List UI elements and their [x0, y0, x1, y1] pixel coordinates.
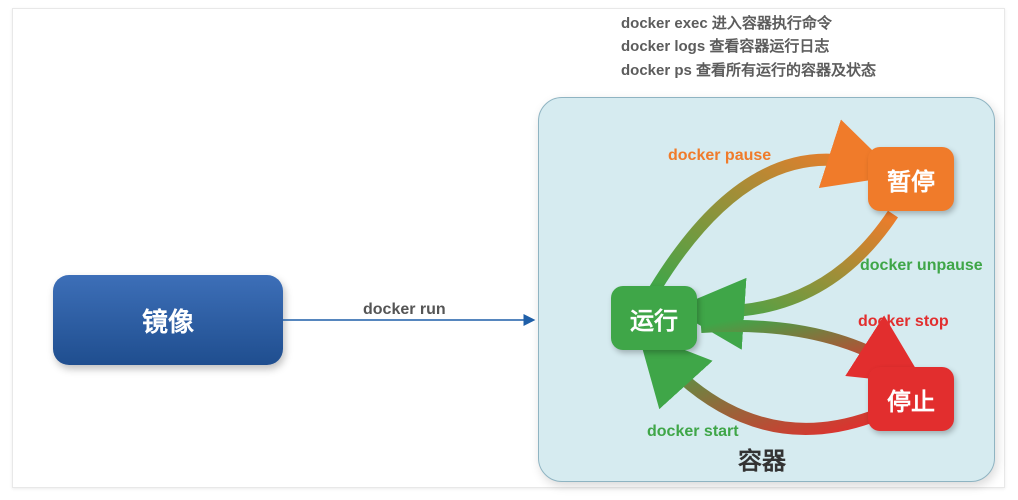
- command-list: docker exec 进入容器执行命令 docker logs 查看容器运行日…: [621, 12, 876, 82]
- stopped-node: 停止: [868, 367, 954, 431]
- running-node: 运行: [611, 286, 697, 350]
- container-label: 容器: [738, 441, 786, 476]
- image-node: 镜像: [53, 275, 283, 365]
- unpause-edge-label: docker unpause: [860, 257, 983, 275]
- cmd-ps: docker ps 查看所有运行的容器及状态: [621, 59, 876, 82]
- running-node-label: 运行: [630, 301, 678, 336]
- paused-node-label: 暂停: [887, 162, 935, 197]
- stop-edge-label: docker stop: [858, 313, 949, 331]
- paused-node: 暂停: [868, 147, 954, 211]
- diagram-canvas: docker exec 进入容器执行命令 docker logs 查看容器运行日…: [12, 8, 1005, 488]
- stopped-node-label: 停止: [887, 382, 935, 417]
- run-arrow-label: docker run: [363, 301, 446, 319]
- pause-edge-label: docker pause: [668, 147, 771, 165]
- cmd-logs: docker logs 查看容器运行日志: [621, 35, 876, 58]
- image-node-label: 镜像: [142, 302, 194, 339]
- cmd-exec: docker exec 进入容器执行命令: [621, 12, 876, 35]
- start-edge-label: docker start: [647, 423, 739, 441]
